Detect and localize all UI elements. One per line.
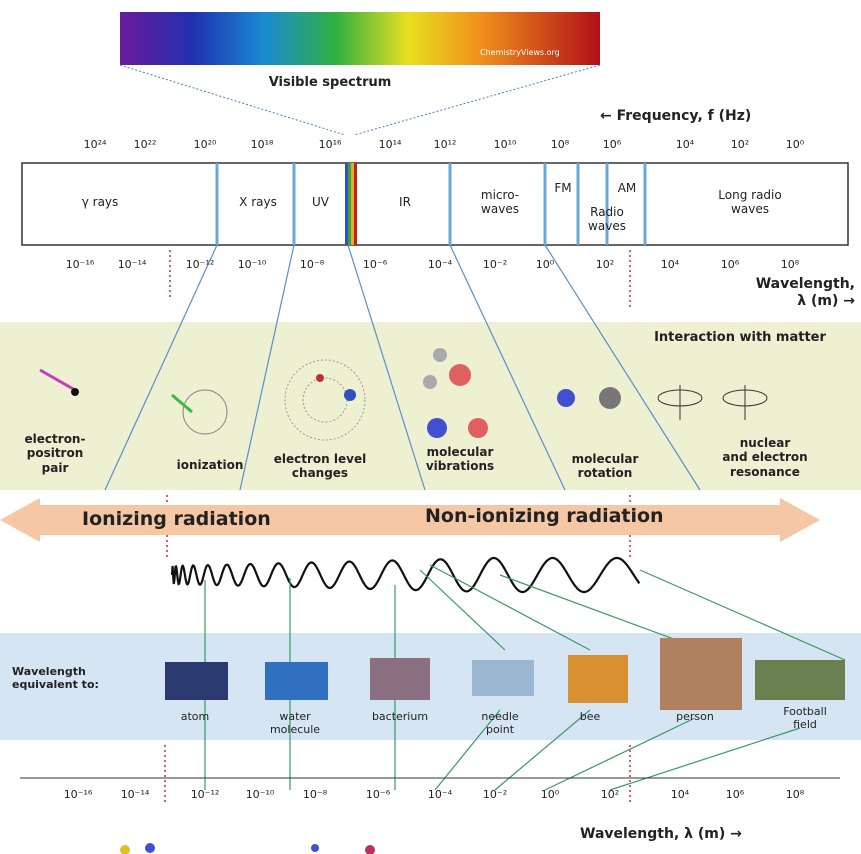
interaction-label: nuclear and electron resonance: [722, 436, 808, 479]
zoom-line: [119, 64, 346, 136]
frequency-tick: 10²⁰: [193, 138, 217, 151]
wavelength-tick: 10⁻¹⁴: [117, 258, 147, 271]
equivalent-label: Football field: [783, 705, 827, 732]
equivalents-title: Wavelength equivalent to:: [12, 665, 99, 692]
wavelength-tick: 10²: [595, 258, 615, 271]
band-label: UV: [312, 195, 329, 209]
frequency-tick: 10¹²: [433, 138, 457, 151]
visible-strip: [348, 163, 351, 245]
equivalent-label: bee: [579, 710, 601, 723]
scale-tick: 10⁻¹⁰: [245, 788, 275, 801]
wavelength-tick: 10⁴: [660, 258, 680, 271]
band-label: Long radio waves: [718, 188, 782, 217]
band-dividers: [215, 163, 647, 245]
scale-tick: 10⁻²: [482, 788, 508, 801]
scale-tick: 10⁸: [785, 788, 805, 801]
wavelength-tick: 10⁻²: [482, 258, 508, 271]
band-label: Radio waves: [588, 205, 626, 234]
band-label: AM: [617, 181, 637, 195]
visible-strip: [345, 163, 348, 245]
interaction-icons: [39, 348, 768, 441]
decorative-molecules: [120, 843, 375, 854]
equivalent-label: water molecule: [269, 710, 321, 737]
wavelength-tick: 10⁻¹²: [185, 258, 215, 271]
visible-spectrum-bar: [120, 12, 600, 65]
interaction-label: electron level changes: [273, 452, 367, 481]
equivalent-label: person: [676, 710, 714, 723]
wavelength-tick: 10⁸: [780, 258, 800, 271]
scale-tick: 10⁴: [670, 788, 690, 801]
frequency-tick: 10¹⁶: [318, 138, 342, 151]
visible-strip: [354, 163, 357, 245]
zoom-line: [353, 64, 601, 136]
equivalent-label: needle point: [481, 710, 519, 737]
wavelength-tick: 10⁻¹⁰: [237, 258, 267, 271]
frequency-tick: 10⁸: [550, 138, 570, 151]
interaction-label: electron- positron pair: [24, 432, 86, 475]
visible-spectrum-label: Visible spectrum: [268, 75, 392, 90]
frequency-tick: 10⁴: [675, 138, 695, 151]
image-credit: ChemistryViews.org: [480, 48, 560, 57]
frequency-tick: 10²²: [133, 138, 157, 151]
wave: [170, 556, 641, 594]
wavelength-tick: 10⁰: [535, 258, 555, 271]
scale-tick: 10⁰: [540, 788, 560, 801]
equivalent-label: bacterium: [371, 710, 429, 723]
band-label: X rays: [239, 195, 277, 209]
scale-tick: 10⁻⁶: [365, 788, 391, 801]
band-label: FM: [554, 181, 572, 195]
interaction-label: molecular rotation: [571, 452, 639, 481]
radiation-arrow: [0, 498, 820, 542]
band-label: IR: [399, 195, 411, 209]
scale-tick: 10⁻¹²: [190, 788, 220, 801]
frequency-tick: 10¹⁰: [493, 138, 517, 151]
scale-tick: 10⁻¹⁴: [120, 788, 150, 801]
equivalent-label: atom: [180, 710, 210, 723]
frequency-tick: 10⁰: [785, 138, 805, 151]
interaction-title: Interaction with matter: [654, 330, 826, 345]
frequency-tick: 10¹⁸: [250, 138, 274, 151]
connector-lines: [104, 244, 701, 491]
scale-tick: 10⁻⁴: [427, 788, 453, 801]
frequency-tick: 10²⁴: [83, 138, 107, 151]
scale-tick: 10⁶: [725, 788, 745, 801]
band-label: micro- waves: [480, 188, 520, 217]
frequency-tick: 10⁶: [602, 138, 622, 151]
frequency-tick: 10²: [730, 138, 750, 151]
wavelength-tick: 10⁻⁸: [299, 258, 325, 271]
band-box: [21, 162, 849, 246]
interaction-label: ionization: [176, 458, 244, 472]
scale-tick: 10⁻⁸: [302, 788, 328, 801]
wavelength-tick: 10⁻⁶: [362, 258, 388, 271]
band-label: γ rays: [81, 195, 119, 209]
wavelength-tick: 10⁻⁴: [427, 258, 453, 271]
equivalent-photos: [165, 638, 845, 710]
visible-strip: [351, 163, 354, 245]
wavelength-label: Wavelength, λ (m) →: [755, 276, 855, 309]
wavelength-tick: 10⁻¹⁶: [65, 258, 95, 271]
frequency-label: ← Frequency, f (Hz): [600, 108, 752, 124]
ionizing-label: Ionizing radiation: [82, 508, 271, 530]
interaction-label: molecular vibrations: [425, 445, 495, 474]
scale-tick: 10⁻¹⁶: [63, 788, 93, 801]
frequency-tick: 10¹⁴: [378, 138, 402, 151]
wavelength-tick: 10⁶: [720, 258, 740, 271]
scale-label: Wavelength, λ (m) →: [580, 826, 742, 842]
non-ionizing-label: Non-ionizing radiation: [425, 505, 664, 527]
scale-tick: 10²: [600, 788, 620, 801]
